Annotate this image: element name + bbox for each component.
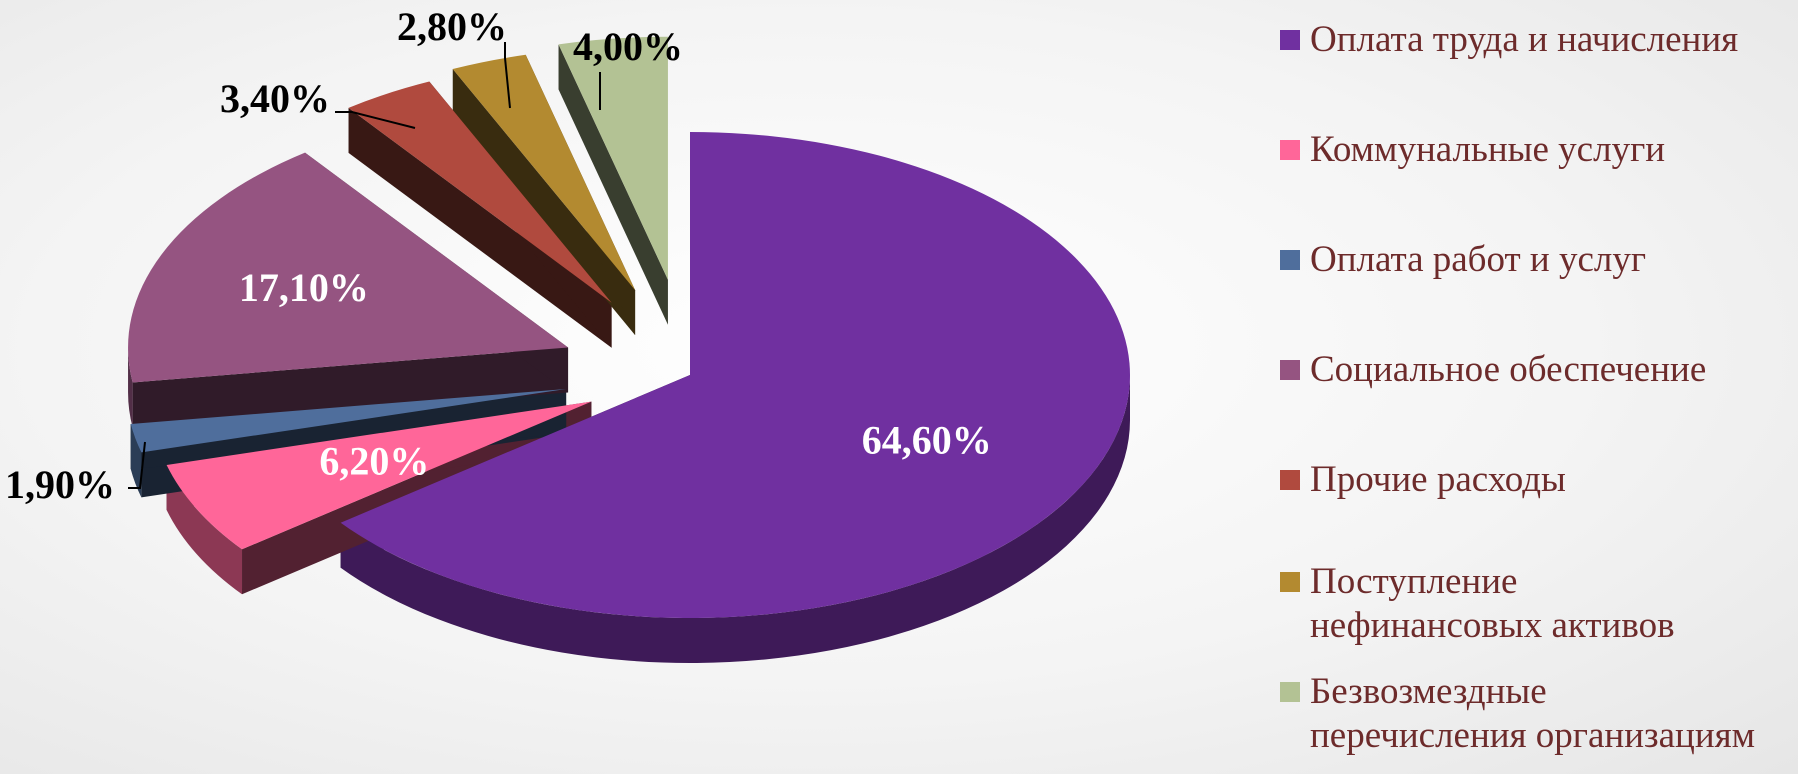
pie-slice-rim: [166, 464, 243, 595]
pie-tops: [128, 36, 1130, 618]
legend-swatch: [1280, 140, 1300, 160]
pie-slice-wall: [130, 388, 567, 469]
legend-swatch: [1280, 470, 1300, 490]
legend-label: Оплата работ и услуг: [1310, 239, 1647, 280]
legend-item: Прочие расходы: [1280, 458, 1566, 502]
pie-slice: [452, 54, 636, 291]
leader-line: [128, 441, 146, 489]
data-labels: 64,60% 6,20% 1,90% 17,10% 3,40% 2,80% 4,00%: [5, 4, 992, 507]
legend-swatch: [1280, 572, 1300, 592]
legend-item: Оплата работ и услуг: [1280, 238, 1646, 282]
leader-line: [335, 111, 416, 129]
data-label: 64,60%: [862, 418, 992, 463]
pie-slice: [348, 81, 612, 303]
pie-slice-wall: [132, 347, 569, 428]
pie-slice-rim: [130, 423, 142, 498]
legend-label: Прочие расходы: [1310, 459, 1566, 500]
legend-label: Социальное обеспечение: [1310, 349, 1707, 390]
pie-slice-wall: [558, 44, 668, 325]
legend-swatch: [1280, 250, 1300, 270]
legend-label: Безвозмездные перечисления организациям: [1310, 671, 1756, 756]
legend-swatch: [1280, 682, 1300, 702]
pie-slice-rim: [340, 375, 1130, 663]
legend-swatch: [1280, 360, 1300, 380]
data-label: 1,90%: [5, 462, 115, 507]
legend-item: Социальное обеспечение: [1280, 348, 1706, 392]
pie-slice: [340, 132, 1130, 618]
legend-item: Безвозмездные перечисления организациям: [1280, 670, 1755, 758]
data-label: 17,10%: [239, 265, 369, 310]
data-label: 2,80%: [397, 4, 507, 49]
legend-label: Оплата труда и начисления: [1310, 19, 1739, 60]
legend-swatch: [1280, 30, 1300, 50]
legend-item: Оплата труда и начисления: [1280, 18, 1738, 62]
data-label: 6,20%: [319, 439, 429, 484]
pie-slice: [130, 388, 567, 453]
legend-item: Коммунальные услуги: [1280, 128, 1665, 172]
legend-label: Коммунальные услуги: [1310, 129, 1666, 170]
legend-item: Поступление нефинансовых активов: [1280, 560, 1675, 648]
pie-slice-wall: [452, 68, 636, 336]
pie-slice-rim: [128, 347, 133, 428]
pie-plot-area: 64,60% 6,20% 1,90% 17,10% 3,40% 2,80% 4,00%: [5, 4, 1130, 663]
leader-line: [504, 42, 511, 109]
legend-label: Поступление нефинансовых активов: [1310, 561, 1675, 646]
pie-slice: [166, 401, 592, 550]
pie-slice-wall: [348, 107, 612, 348]
pie-slice: [128, 152, 569, 383]
data-label: 4,00%: [573, 24, 683, 69]
data-label: 3,40%: [220, 76, 330, 121]
pie-slice: [558, 36, 668, 280]
